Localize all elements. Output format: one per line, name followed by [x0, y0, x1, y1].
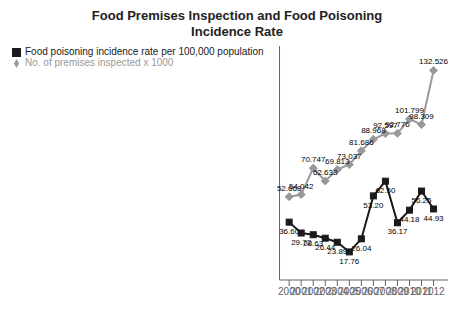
svg-text:101.799: 101.799	[395, 106, 424, 115]
svg-text:132.526: 132.526	[419, 57, 448, 66]
svg-text:56.25: 56.25	[412, 196, 433, 205]
svg-text:2010: 2010	[398, 286, 421, 298]
svg-text:92.776: 92.776	[385, 120, 410, 129]
svg-text:88.968: 88.968	[361, 126, 386, 136]
svg-text:81.686: 81.686	[349, 138, 374, 147]
svg-text:62.633: 62.633	[313, 168, 338, 177]
html-text:No. of premises inspected x 10: No. of premises inspected x 1000	[25, 57, 174, 68]
svg-text:23.89: 23.89	[327, 247, 348, 256]
svg-text:69.813: 69.813	[325, 156, 350, 166]
svg-text:36.17: 36.17	[387, 227, 408, 236]
svg-text:28.63: 28.63	[303, 239, 324, 249]
svg-text:26.44: 26.44	[315, 242, 336, 252]
html-text:Food poisoning incidence rate: Food poisoning incidence rate per 100,00…	[25, 46, 264, 57]
svg-text:54.042: 54.042	[289, 182, 314, 191]
svg-text:62.50: 62.50	[375, 186, 396, 195]
svg-text:26.04: 26.04	[351, 244, 372, 253]
svg-text:98.309: 98.309	[409, 112, 434, 121]
html-text:Food Premises Inspection and F: Food Premises Inspection and Food Poison…	[91, 8, 383, 23]
svg-text:53.20: 53.20	[363, 201, 384, 210]
svg-text:73.037: 73.037	[337, 152, 362, 161]
svg-text:2012: 2012	[422, 286, 445, 297]
html-text:Incidence Rate: Incidence Rate	[191, 24, 283, 39]
svg-text:44.93: 44.93	[424, 214, 445, 223]
svg-text:17.76: 17.76	[339, 257, 360, 266]
svg-text:70.747: 70.747	[301, 155, 326, 164]
svg-text:44.18: 44.18	[399, 215, 420, 224]
svg-text:29.72: 29.72	[291, 237, 312, 247]
svg-text:36.60: 36.60	[279, 227, 300, 236]
